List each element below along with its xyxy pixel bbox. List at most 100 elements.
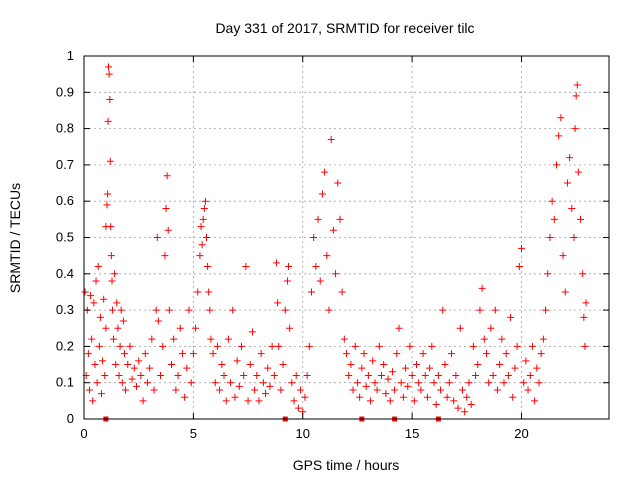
y-tick-label: 0.1 <box>56 375 74 390</box>
data-point <box>582 299 590 307</box>
data-point <box>105 70 113 78</box>
data-point <box>454 404 462 412</box>
data-point <box>198 241 206 249</box>
chart-title: Day 331 of 2017, SRMTID for receiver til… <box>215 20 474 36</box>
x-tick-label: 0 <box>80 426 87 441</box>
data-point <box>238 342 245 350</box>
data-point <box>187 379 195 387</box>
data-point <box>128 375 136 383</box>
data-point <box>555 132 563 140</box>
data-point <box>211 379 219 387</box>
data-point <box>518 244 525 252</box>
data-point <box>395 324 403 332</box>
data-point <box>176 324 184 332</box>
data-point <box>485 379 493 387</box>
data-point <box>203 234 210 241</box>
data-point <box>104 117 112 125</box>
data-point <box>522 357 530 365</box>
data-point <box>255 397 263 405</box>
data-point <box>528 342 536 350</box>
data-point <box>483 350 490 358</box>
y-tick-label: 0.7 <box>56 157 74 172</box>
data-point <box>91 361 99 369</box>
data-point <box>513 342 521 350</box>
data-point <box>397 379 405 387</box>
data-point <box>384 375 392 383</box>
data-point <box>88 335 96 343</box>
data-point <box>119 317 127 325</box>
data-point <box>268 342 276 350</box>
data-point <box>189 350 197 358</box>
data-point <box>285 263 293 271</box>
data-point <box>476 306 484 314</box>
data-point <box>334 179 342 187</box>
x-tick-label: 5 <box>190 426 197 441</box>
data-point <box>423 393 431 401</box>
data-point <box>382 390 390 398</box>
data-point <box>96 313 104 321</box>
y-tick-label: 0.6 <box>56 193 74 208</box>
data-point <box>146 364 154 372</box>
data-point <box>101 371 109 379</box>
data-point <box>568 204 576 212</box>
y-tick-label: 0.8 <box>56 121 74 136</box>
data-point <box>336 215 344 223</box>
data-point <box>579 270 587 278</box>
data-point <box>153 234 161 241</box>
data-point <box>465 379 473 387</box>
data-point <box>402 364 410 372</box>
data-point <box>262 390 270 398</box>
data-point <box>577 215 585 223</box>
data-point <box>257 350 265 358</box>
data-point <box>137 371 145 379</box>
data-point <box>461 408 469 416</box>
data-point <box>259 379 267 387</box>
data-point <box>105 63 112 71</box>
data-point <box>511 364 519 372</box>
data-point <box>84 350 92 358</box>
data-point <box>338 288 346 296</box>
data-point <box>279 361 287 369</box>
data-point <box>371 379 379 387</box>
data-point <box>253 371 261 379</box>
data-point <box>566 154 574 162</box>
data-point <box>581 342 589 350</box>
data-point <box>305 342 313 350</box>
data-point <box>163 172 171 180</box>
data-point <box>349 386 357 394</box>
data-point <box>118 379 126 387</box>
data-point <box>573 81 581 89</box>
y-tick-label: 0.9 <box>56 84 74 99</box>
data-point <box>426 364 434 372</box>
data-point <box>362 382 370 390</box>
data-point <box>502 350 510 358</box>
data-point <box>478 284 486 292</box>
data-point <box>98 390 105 398</box>
y-axis-label: SRMTID / TECUs <box>7 183 23 293</box>
data-point <box>168 361 175 369</box>
data-point <box>526 371 534 379</box>
data-point <box>216 386 224 394</box>
data-point <box>270 371 278 379</box>
data-point <box>445 379 453 387</box>
data-point <box>178 350 186 358</box>
data-point <box>264 364 272 372</box>
data-point <box>194 288 202 296</box>
data-point <box>85 386 93 394</box>
data-point <box>201 197 209 205</box>
data-point <box>89 397 97 405</box>
data-point <box>498 335 506 343</box>
data-point <box>148 335 156 343</box>
data-point <box>542 306 550 314</box>
data-point <box>316 277 324 285</box>
data-point <box>231 393 239 401</box>
data-point <box>367 397 375 405</box>
data-point <box>213 342 221 350</box>
data-point <box>345 371 353 379</box>
data-point <box>323 252 331 260</box>
data-point <box>410 397 418 405</box>
data-point <box>111 270 119 278</box>
x-tick-label: 10 <box>296 426 310 441</box>
data-point <box>388 368 396 376</box>
data-point <box>288 379 296 387</box>
